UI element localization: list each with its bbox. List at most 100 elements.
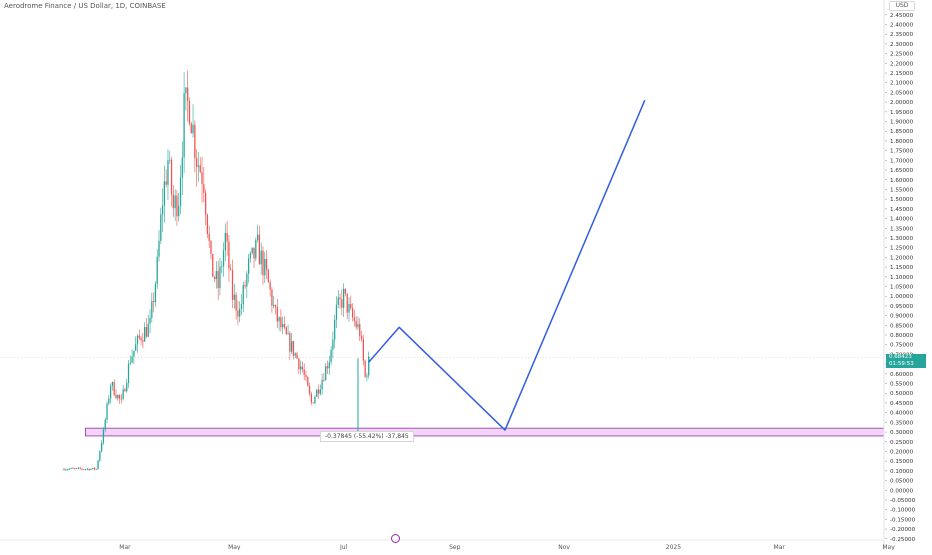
candle-body bbox=[255, 240, 257, 259]
candle-body bbox=[135, 344, 137, 351]
candle-body bbox=[330, 349, 332, 363]
y-tick-label: -0.05000 bbox=[890, 498, 916, 504]
candle-body bbox=[278, 317, 280, 322]
candle-body bbox=[93, 467, 96, 470]
candle-body bbox=[199, 165, 201, 173]
candle-body bbox=[341, 299, 343, 308]
y-tick-label: 0.05000 bbox=[890, 479, 914, 485]
candle-body bbox=[269, 282, 271, 290]
candle-body bbox=[224, 232, 226, 251]
candle-body bbox=[296, 353, 298, 359]
candle-body bbox=[111, 382, 114, 386]
candle-body bbox=[256, 234, 259, 241]
y-tick-label: 1.80000 bbox=[890, 139, 914, 145]
candle-body bbox=[179, 177, 182, 206]
candle-body bbox=[129, 362, 131, 364]
candle-body bbox=[195, 158, 198, 167]
candle-body bbox=[147, 323, 149, 337]
y-tick-label: 0.00000 bbox=[890, 488, 914, 494]
candle-body bbox=[210, 240, 212, 254]
candle-body bbox=[344, 288, 347, 294]
candle-body bbox=[350, 304, 352, 308]
candle-body bbox=[244, 285, 246, 287]
y-tick-label: 1.45000 bbox=[890, 207, 914, 213]
y-tick-label: 1.55000 bbox=[890, 187, 914, 193]
candle-body bbox=[310, 393, 313, 403]
y-tick-label: -0.15000 bbox=[890, 517, 916, 523]
projection-path[interactable] bbox=[368, 99, 646, 431]
y-tick-label: -0.10000 bbox=[890, 508, 916, 514]
y-tick-label: 0.35000 bbox=[890, 420, 914, 426]
candle-body bbox=[366, 375, 368, 377]
candle-body bbox=[176, 195, 178, 217]
candle-body bbox=[65, 469, 67, 471]
candle-body bbox=[192, 124, 194, 134]
candle-body bbox=[144, 327, 146, 342]
candle-body bbox=[292, 341, 295, 356]
candle-body bbox=[102, 429, 105, 443]
x-tick-label: Sep bbox=[449, 544, 461, 550]
candle-body bbox=[140, 337, 142, 341]
candle-body bbox=[294, 353, 296, 356]
candle-body bbox=[368, 356, 370, 376]
candle-body bbox=[79, 467, 81, 469]
candle-body bbox=[351, 307, 354, 318]
candle-body bbox=[219, 266, 221, 289]
y-tick-label: 0.80000 bbox=[890, 333, 914, 339]
candle-body bbox=[117, 394, 119, 399]
candle-body bbox=[66, 469, 69, 471]
y-tick-label: 0.45000 bbox=[890, 401, 914, 407]
candle-body bbox=[267, 269, 269, 283]
candle-body bbox=[126, 382, 128, 392]
candle-body bbox=[115, 395, 117, 399]
y-tick-label: 0.95000 bbox=[890, 304, 914, 310]
candle-body bbox=[274, 305, 277, 308]
candle-body bbox=[109, 385, 112, 399]
candle-body bbox=[77, 467, 79, 469]
candle-body bbox=[226, 232, 228, 242]
candle-body bbox=[122, 389, 124, 399]
y-tick-label: 2.20000 bbox=[890, 61, 914, 67]
candle-body bbox=[197, 165, 200, 167]
candle-body bbox=[289, 333, 291, 352]
support-zone-box[interactable] bbox=[85, 427, 902, 437]
candle-body bbox=[183, 92, 185, 158]
candle-body bbox=[231, 269, 234, 300]
candle-body bbox=[346, 293, 348, 313]
candle-body bbox=[246, 273, 248, 287]
candle-body bbox=[325, 366, 327, 381]
y-tick-label: 1.10000 bbox=[890, 275, 914, 281]
candle-body bbox=[104, 419, 106, 430]
candle-body bbox=[233, 294, 235, 300]
candle-body bbox=[170, 159, 173, 195]
y-tick-label: 1.05000 bbox=[890, 284, 914, 290]
candle-body bbox=[298, 358, 300, 370]
x-tick-label: May bbox=[228, 544, 241, 550]
candle-body bbox=[308, 386, 311, 394]
candle-body bbox=[169, 159, 171, 161]
y-tick-label: 2.25000 bbox=[890, 52, 914, 58]
time-axis: Mar May Jul Sep Nov 2025 Mar May bbox=[0, 539, 895, 551]
y-tick-label: 2.05000 bbox=[890, 90, 914, 96]
candle-body bbox=[305, 374, 307, 378]
y-tick-label: 0.30000 bbox=[890, 430, 914, 436]
currency-button[interactable]: USD bbox=[889, 1, 915, 11]
candle-body bbox=[339, 297, 341, 300]
candle-body bbox=[271, 289, 273, 306]
y-tick-label: 2.15000 bbox=[890, 71, 914, 77]
y-tick-label: 0.55000 bbox=[890, 382, 914, 388]
candle-body bbox=[360, 335, 363, 340]
y-tick-label: 2.40000 bbox=[890, 23, 914, 29]
candle-body bbox=[142, 340, 144, 342]
y-tick-label: 0.60000 bbox=[890, 372, 914, 378]
y-tick-label: 1.30000 bbox=[890, 236, 914, 242]
tradingview-logo-icon[interactable] bbox=[391, 534, 400, 543]
x-tick-label: Mar bbox=[119, 544, 131, 550]
candle-body bbox=[63, 468, 65, 471]
candle-body bbox=[204, 192, 207, 215]
candle-body bbox=[86, 468, 88, 470]
candle-body bbox=[118, 394, 121, 399]
candle-body bbox=[208, 233, 210, 241]
